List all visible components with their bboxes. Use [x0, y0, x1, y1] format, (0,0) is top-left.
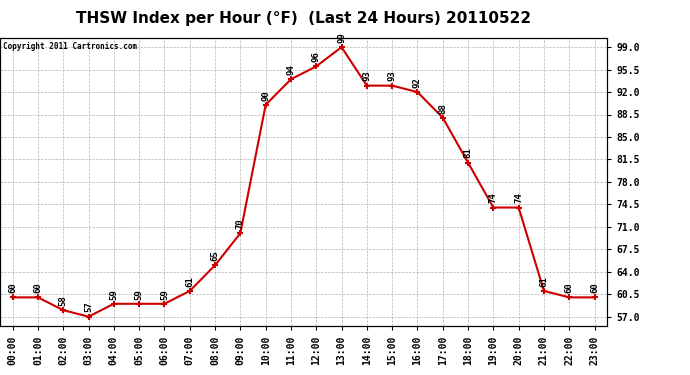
Text: 59: 59: [160, 289, 169, 300]
Text: 60: 60: [564, 282, 574, 293]
Text: 70: 70: [236, 218, 245, 229]
Text: 93: 93: [362, 71, 371, 81]
Text: 60: 60: [590, 282, 599, 293]
Text: 58: 58: [59, 295, 68, 306]
Text: 61: 61: [540, 276, 549, 287]
Text: 65: 65: [210, 251, 219, 261]
Text: 96: 96: [312, 51, 321, 62]
Text: 81: 81: [464, 148, 473, 159]
Text: 90: 90: [261, 90, 270, 101]
Text: 93: 93: [388, 71, 397, 81]
Text: 60: 60: [8, 282, 17, 293]
Text: 59: 59: [109, 289, 119, 300]
Text: 92: 92: [413, 77, 422, 88]
Text: 88: 88: [438, 103, 447, 114]
Text: THSW Index per Hour (°F)  (Last 24 Hours) 20110522: THSW Index per Hour (°F) (Last 24 Hours)…: [76, 11, 531, 26]
Text: 57: 57: [84, 302, 93, 312]
Text: 59: 59: [135, 289, 144, 300]
Text: 99: 99: [337, 32, 346, 43]
Text: 74: 74: [489, 193, 498, 203]
Text: Copyright 2011 Cartronics.com: Copyright 2011 Cartronics.com: [3, 42, 137, 51]
Text: 61: 61: [185, 276, 195, 287]
Text: 94: 94: [286, 64, 295, 75]
Text: 60: 60: [33, 282, 43, 293]
Text: 74: 74: [514, 193, 523, 203]
